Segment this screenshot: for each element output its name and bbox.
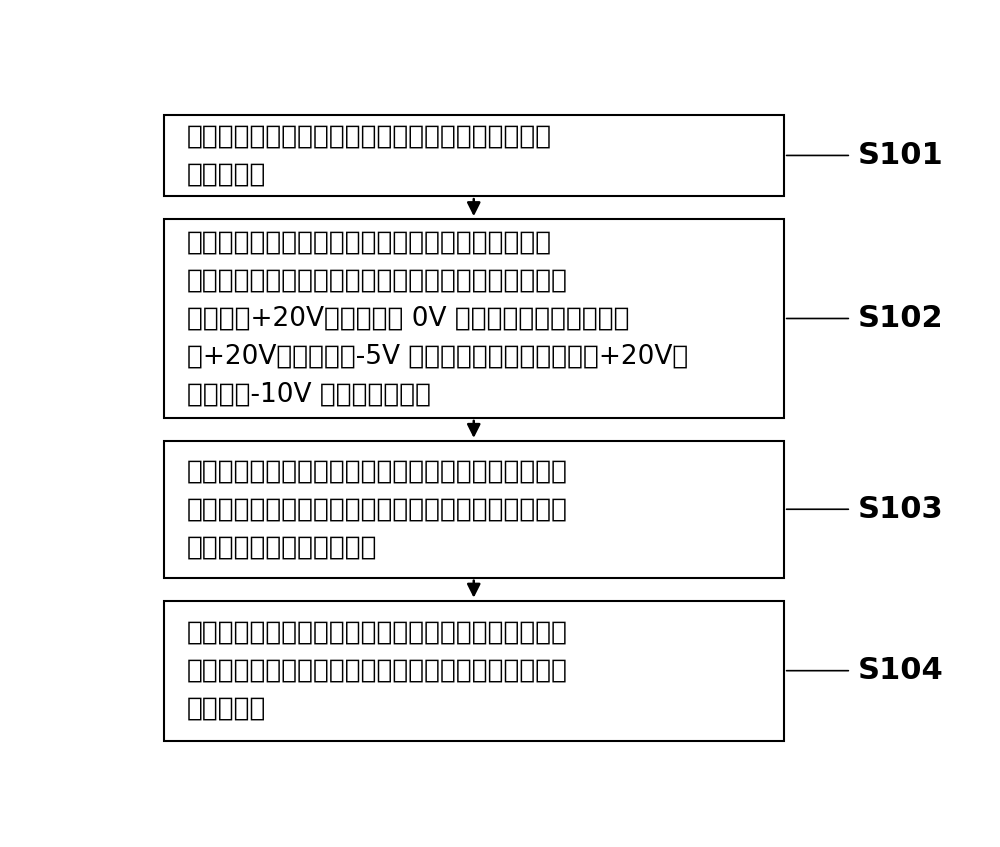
Text: 利用阈值电压测试装置测试至少一组待测器件的初始
阈值电压值: 利用阈值电压测试装置测试至少一组待测器件的初始 阈值电压值: [187, 124, 552, 187]
FancyBboxPatch shape: [164, 114, 784, 197]
Text: 在高温栅偏测试过程中，于不同的时间点利用阈值电压
测试装置测试各组待测器件的当前阈值电压值，得到不
同时间点对应的阈值电压值: 在高温栅偏测试过程中，于不同的时间点利用阈值电压 测试装置测试各组待测器件的当前…: [187, 458, 568, 560]
Text: 高温栅偏测试结束，根据初始阈值电压值和不同时间点
对应的阈值电压值，对各组待测器件的阈值电压退化特
性进行分析: 高温栅偏测试结束，根据初始阈值电压值和不同时间点 对应的阈值电压值，对各组待测器…: [187, 620, 568, 722]
Text: 利用高温栅偏测试装置对至少一组待测器件进行三种
驱动电压条件下的高温栅偏测试；三种驱动电压分别为
正栅压为+20V、负栅压为 0V 的第一驱动电压，正栅压
为+: 利用高温栅偏测试装置对至少一组待测器件进行三种 驱动电压条件下的高温栅偏测试；三…: [187, 230, 688, 407]
FancyBboxPatch shape: [164, 219, 784, 418]
Text: S104: S104: [857, 656, 943, 685]
Text: S103: S103: [857, 495, 943, 523]
FancyBboxPatch shape: [164, 440, 784, 578]
Text: S101: S101: [857, 141, 943, 170]
Text: S102: S102: [857, 304, 943, 333]
FancyBboxPatch shape: [164, 601, 784, 741]
